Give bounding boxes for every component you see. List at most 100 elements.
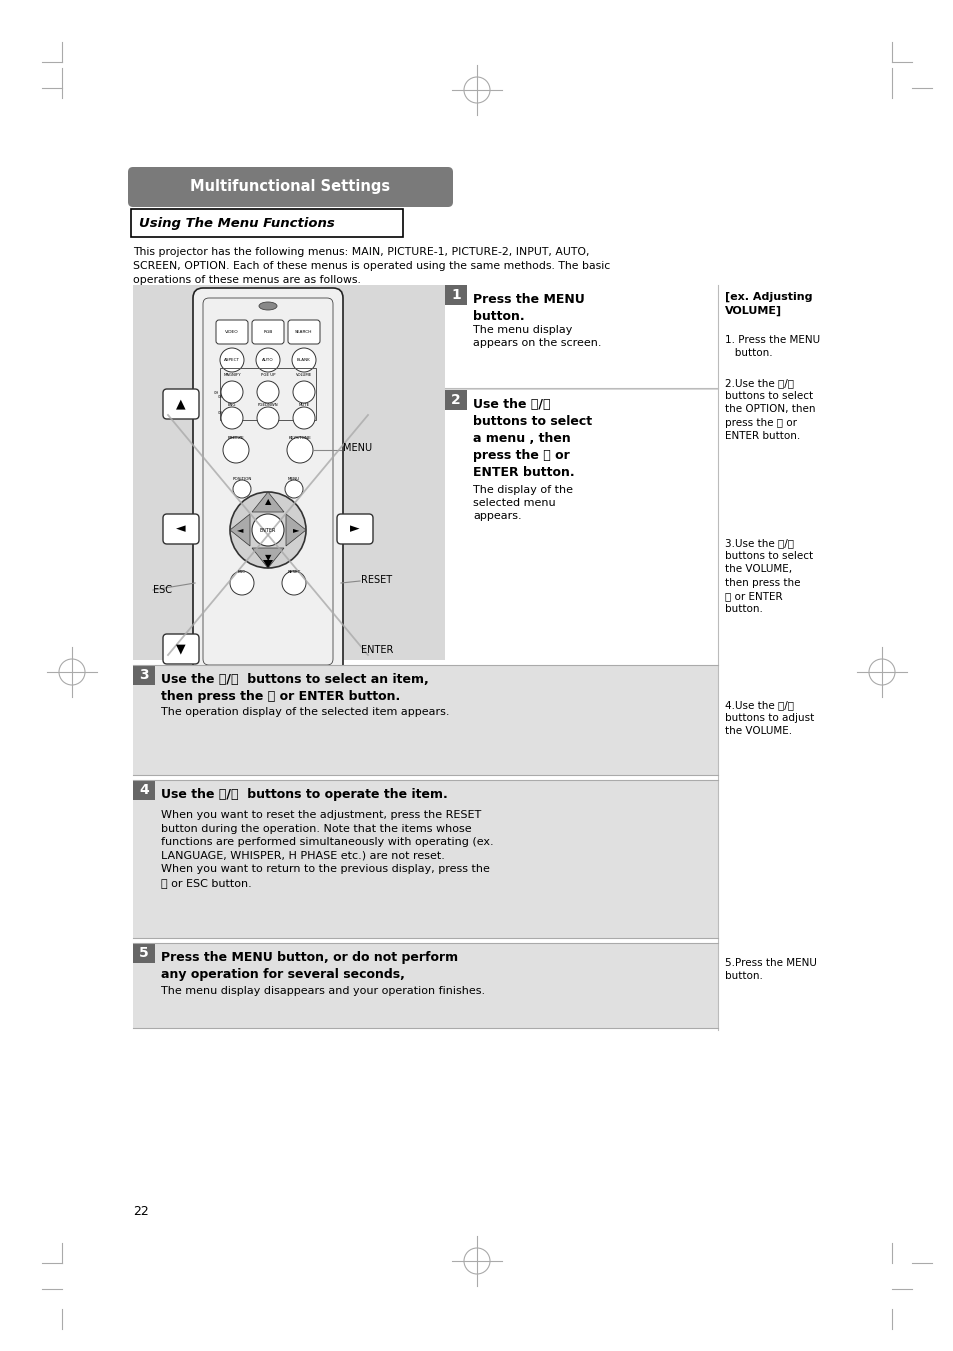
Circle shape bbox=[223, 436, 249, 463]
Polygon shape bbox=[286, 513, 306, 546]
Text: MUTE: MUTE bbox=[298, 403, 309, 407]
Text: 3: 3 bbox=[139, 667, 149, 682]
FancyBboxPatch shape bbox=[288, 320, 319, 345]
Text: 3.Use the ⒲/⒳
buttons to select
the VOLUME,
then press the
Ⓐ or ENTER
button.: 3.Use the ⒲/⒳ buttons to select the VOLU… bbox=[724, 538, 812, 613]
Text: SEARCH: SEARCH bbox=[294, 330, 313, 334]
Circle shape bbox=[233, 480, 251, 499]
Polygon shape bbox=[263, 561, 273, 567]
Circle shape bbox=[252, 513, 284, 546]
Text: Use the ⒲/⒳  buttons to select an item,
then press the Ⓐ or ENTER button.: Use the ⒲/⒳ buttons to select an item, t… bbox=[161, 673, 428, 703]
FancyBboxPatch shape bbox=[132, 665, 718, 775]
Text: 1: 1 bbox=[451, 288, 460, 303]
Text: VOLUME: VOLUME bbox=[295, 373, 312, 377]
Text: MENU: MENU bbox=[288, 477, 300, 481]
Polygon shape bbox=[252, 549, 284, 567]
Circle shape bbox=[293, 381, 314, 403]
Text: ◄: ◄ bbox=[236, 526, 243, 535]
Text: ESC: ESC bbox=[152, 585, 172, 594]
Polygon shape bbox=[252, 492, 284, 512]
Circle shape bbox=[230, 492, 306, 567]
FancyBboxPatch shape bbox=[252, 320, 284, 345]
Circle shape bbox=[287, 436, 313, 463]
Text: Multifunctional Settings: Multifunctional Settings bbox=[191, 180, 390, 195]
Text: AUTO: AUTO bbox=[262, 358, 274, 362]
Text: MAGNIFY: MAGNIFY bbox=[223, 373, 240, 377]
FancyBboxPatch shape bbox=[444, 390, 467, 409]
FancyBboxPatch shape bbox=[128, 168, 453, 207]
FancyBboxPatch shape bbox=[336, 513, 373, 544]
Circle shape bbox=[292, 349, 315, 372]
Polygon shape bbox=[263, 496, 273, 504]
Text: CH: CH bbox=[213, 390, 218, 394]
Text: ENTER: ENTER bbox=[360, 644, 393, 655]
Circle shape bbox=[256, 407, 278, 430]
Text: 2: 2 bbox=[451, 393, 460, 407]
Text: MENU: MENU bbox=[343, 443, 372, 453]
Text: CH: CH bbox=[217, 411, 222, 415]
Text: Press the MENU
button.: Press the MENU button. bbox=[473, 293, 584, 323]
Text: The menu display disappears and your operation finishes.: The menu display disappears and your ope… bbox=[161, 986, 485, 996]
FancyBboxPatch shape bbox=[132, 780, 154, 800]
FancyBboxPatch shape bbox=[193, 288, 343, 676]
Text: ESC: ESC bbox=[237, 570, 246, 574]
Text: This projector has the following menus: MAIN, PICTURE-1, PICTURE-2, INPUT, AUTO,: This projector has the following menus: … bbox=[132, 247, 610, 285]
Text: The menu display
appears on the screen.: The menu display appears on the screen. bbox=[473, 326, 601, 349]
Text: ►: ► bbox=[293, 526, 299, 535]
FancyBboxPatch shape bbox=[163, 634, 199, 663]
Text: RGB: RGB bbox=[263, 330, 273, 334]
Circle shape bbox=[221, 381, 243, 403]
Text: BLANK: BLANK bbox=[296, 358, 311, 362]
Text: ▼: ▼ bbox=[265, 554, 271, 562]
FancyBboxPatch shape bbox=[444, 390, 718, 661]
Text: ▼: ▼ bbox=[176, 643, 186, 655]
FancyBboxPatch shape bbox=[131, 209, 402, 236]
Text: ►: ► bbox=[350, 523, 359, 535]
Text: KEYSTONE: KEYSTONE bbox=[288, 436, 311, 440]
Text: PGE UP: PGE UP bbox=[260, 373, 275, 377]
FancyBboxPatch shape bbox=[132, 665, 154, 685]
Text: Press the MENU button, or do not perform
any operation for several seconds,: Press the MENU button, or do not perform… bbox=[161, 951, 457, 981]
FancyBboxPatch shape bbox=[163, 513, 199, 544]
Text: POSITION: POSITION bbox=[233, 477, 252, 481]
Text: 4.Use the ⒲/⒳
buttons to adjust
the VOLUME.: 4.Use the ⒲/⒳ buttons to adjust the VOLU… bbox=[724, 700, 814, 736]
Text: 2.Use the ⒲/⒳
buttons to select
the OPTION, then
press the Ⓐ or
ENTER button.: 2.Use the ⒲/⒳ buttons to select the OPTI… bbox=[724, 378, 815, 440]
Text: 4: 4 bbox=[139, 784, 149, 797]
Text: 5.Press the MENU
button.: 5.Press the MENU button. bbox=[724, 958, 816, 981]
Text: VIDEO: VIDEO bbox=[225, 330, 238, 334]
Text: ASPECT: ASPECT bbox=[224, 358, 240, 362]
FancyBboxPatch shape bbox=[444, 285, 718, 388]
Text: Use the ⒲/⒳  buttons to operate the item.: Use the ⒲/⒳ buttons to operate the item. bbox=[161, 788, 447, 801]
Text: 5: 5 bbox=[139, 946, 149, 961]
Circle shape bbox=[255, 349, 280, 372]
FancyBboxPatch shape bbox=[215, 320, 248, 345]
FancyBboxPatch shape bbox=[132, 943, 718, 1028]
Text: 22: 22 bbox=[132, 1205, 149, 1219]
Circle shape bbox=[293, 407, 314, 430]
Circle shape bbox=[285, 480, 303, 499]
Text: ENG: ENG bbox=[228, 403, 236, 407]
Text: Using The Menu Functions: Using The Menu Functions bbox=[139, 216, 335, 230]
Text: ENTER: ENTER bbox=[259, 527, 276, 532]
Text: RESET: RESET bbox=[360, 576, 392, 585]
Text: FREEZE: FREEZE bbox=[228, 436, 244, 440]
Text: ▲: ▲ bbox=[176, 397, 186, 411]
Text: [ex. Adjusting
VOLUME]: [ex. Adjusting VOLUME] bbox=[724, 292, 812, 316]
FancyBboxPatch shape bbox=[444, 285, 467, 305]
Ellipse shape bbox=[258, 303, 276, 309]
Text: CH: CH bbox=[217, 394, 222, 399]
Polygon shape bbox=[230, 513, 250, 546]
FancyBboxPatch shape bbox=[132, 943, 154, 963]
Circle shape bbox=[220, 349, 244, 372]
FancyBboxPatch shape bbox=[163, 389, 199, 419]
Circle shape bbox=[256, 381, 278, 403]
Text: ▲: ▲ bbox=[265, 497, 271, 507]
Text: ◄: ◄ bbox=[176, 523, 186, 535]
Text: RESET: RESET bbox=[287, 570, 300, 574]
Text: The operation display of the selected item appears.: The operation display of the selected it… bbox=[161, 707, 449, 717]
Circle shape bbox=[221, 407, 243, 430]
Circle shape bbox=[282, 571, 306, 594]
Text: 1. Press the MENU
   button.: 1. Press the MENU button. bbox=[724, 335, 820, 358]
FancyBboxPatch shape bbox=[132, 780, 718, 938]
Text: When you want to reset the adjustment, press the RESET
button during the operati: When you want to reset the adjustment, p… bbox=[161, 811, 493, 888]
FancyBboxPatch shape bbox=[132, 285, 718, 661]
